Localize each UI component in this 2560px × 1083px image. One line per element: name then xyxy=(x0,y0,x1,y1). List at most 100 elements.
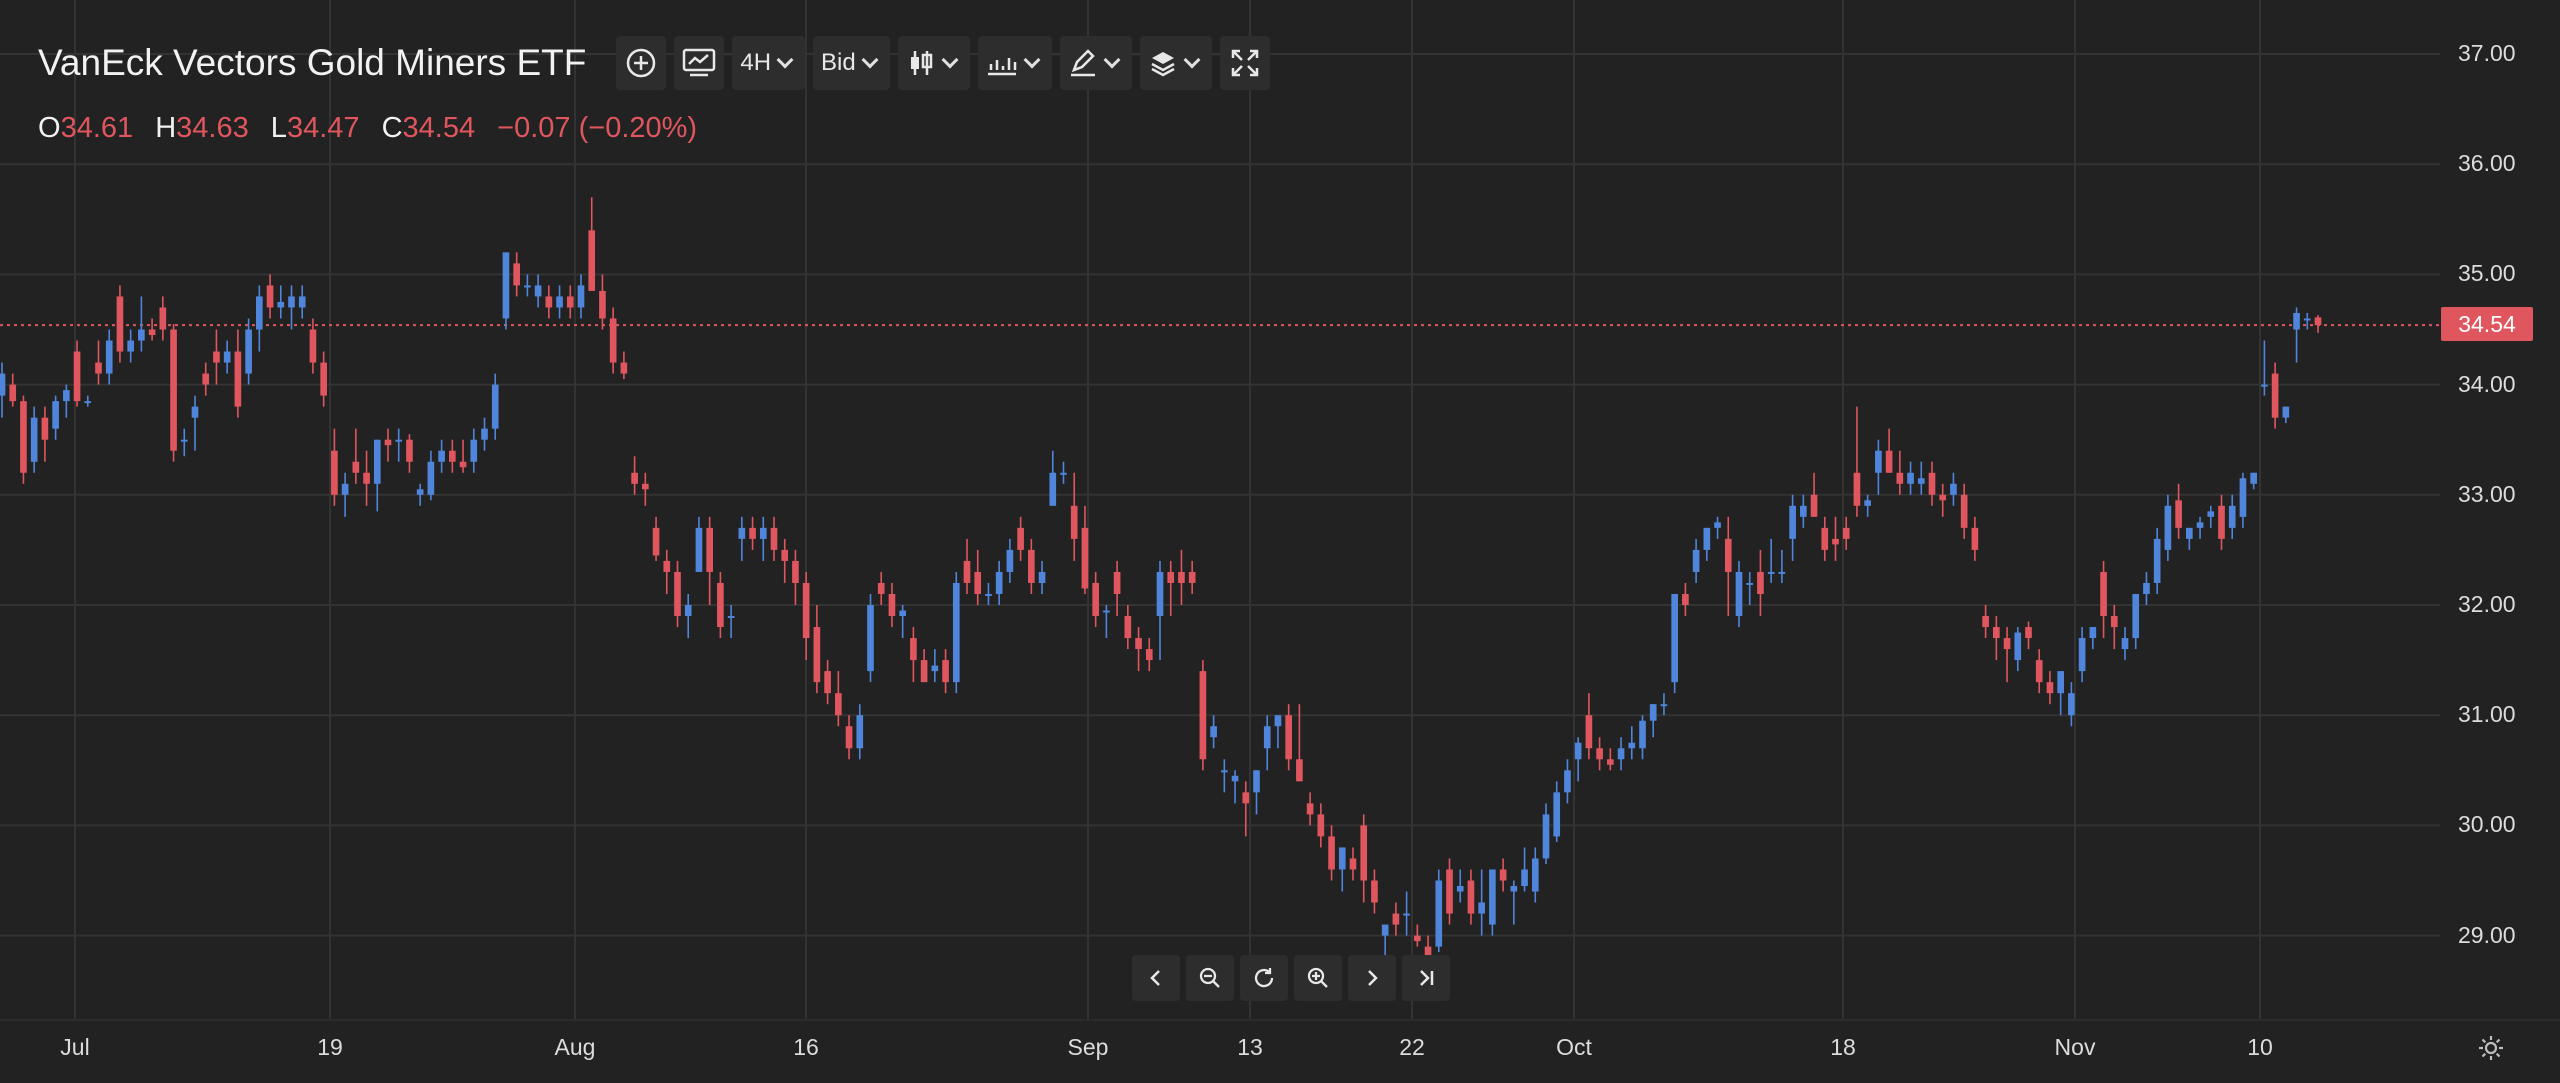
candle-body xyxy=(2003,638,2011,650)
candle-body xyxy=(1714,522,1721,528)
candle-body xyxy=(2261,384,2268,387)
candle-body xyxy=(148,329,156,336)
candle-body xyxy=(1467,880,1475,914)
layers-dropdown[interactable] xyxy=(1139,36,1212,90)
candle-type-dropdown[interactable] xyxy=(897,36,970,90)
zoom-in-button[interactable] xyxy=(1294,955,1342,1001)
candle-body xyxy=(1960,494,1968,528)
candle-body xyxy=(341,483,349,495)
candle-body xyxy=(1735,571,1743,617)
candle-body xyxy=(792,560,799,583)
candle-body xyxy=(1982,616,1989,628)
candle-body xyxy=(1156,571,1164,617)
drawing-tools-dropdown[interactable] xyxy=(1059,36,1132,90)
candle-body xyxy=(952,582,960,683)
candle-body xyxy=(845,726,853,749)
candle-body xyxy=(1971,527,1979,550)
scroll-right-icon xyxy=(1368,970,1378,986)
candle-body xyxy=(995,571,1003,594)
candle-body xyxy=(856,715,864,749)
candle-body xyxy=(674,571,681,617)
candle-body xyxy=(1414,935,1421,942)
candle-body xyxy=(1821,527,1829,550)
go-to-latest-button[interactable] xyxy=(1402,955,1450,1001)
chevron-down-icon xyxy=(1023,51,1041,69)
candle-body xyxy=(577,285,585,308)
candle-body xyxy=(1231,775,1239,782)
candle-body xyxy=(1521,869,1528,887)
reset-button[interactable] xyxy=(1240,955,1288,1001)
candle-body xyxy=(888,593,896,617)
chart-navigation xyxy=(1132,955,1456,1001)
indicators-button[interactable] xyxy=(674,36,725,90)
indicator-chart-icon xyxy=(683,48,716,77)
candle-body xyxy=(288,296,295,308)
candle-body xyxy=(2196,522,2204,528)
chevron-down-icon xyxy=(1183,51,1201,69)
candle-body xyxy=(2057,671,2064,694)
candle-body xyxy=(2025,627,2032,639)
candle-body xyxy=(2100,571,2107,617)
candle-body xyxy=(1671,593,1678,683)
high-value: 34.63 xyxy=(176,112,249,144)
interval-label: 4H xyxy=(740,49,772,76)
candle-body xyxy=(1178,571,1185,583)
candle-body xyxy=(1435,880,1443,947)
candle-body xyxy=(1242,792,1250,804)
x-tick-label: Aug xyxy=(554,1034,596,1060)
candle-body xyxy=(963,560,971,583)
candle-body xyxy=(1371,880,1378,903)
x-tick-label: 22 xyxy=(1399,1034,1425,1060)
candle-body xyxy=(395,439,403,442)
chevron-down-icon xyxy=(1103,51,1121,69)
scroll-right-button[interactable] xyxy=(1348,955,1396,1001)
candle-body xyxy=(138,329,145,341)
x-tick-label: Nov xyxy=(2054,1034,2096,1060)
candle-body xyxy=(1199,671,1207,760)
candle-body xyxy=(1349,858,1357,870)
ohlc-legend: O34.61 H34.63 L34.47 C34.54 −0.07 (−0.20… xyxy=(38,112,711,145)
candle-body xyxy=(30,417,38,462)
scroll-left-button[interactable] xyxy=(1132,955,1180,1001)
candle-body xyxy=(2014,632,2022,661)
zoom-out-button[interactable] xyxy=(1186,955,1234,1001)
candle-body xyxy=(1253,770,1260,793)
candle-body xyxy=(1885,450,1893,473)
plus-circle-icon xyxy=(627,48,656,78)
open-value: 34.61 xyxy=(60,112,134,144)
chevron-down-icon xyxy=(941,51,959,69)
candle-body xyxy=(1381,924,1389,936)
chart-style-dropdown[interactable] xyxy=(977,36,1052,90)
x-tick-label: 19 xyxy=(317,1034,343,1060)
candle-body xyxy=(1221,770,1228,773)
chart-settings-button[interactable] xyxy=(2476,1033,2506,1063)
candle-body xyxy=(2132,593,2140,639)
candle-body xyxy=(2035,660,2043,683)
add-symbol-button[interactable] xyxy=(616,36,667,90)
candle-body xyxy=(84,401,92,404)
candle-body xyxy=(1864,500,1871,506)
candle-body xyxy=(1950,483,1957,495)
candle-body xyxy=(920,660,928,683)
candle-body xyxy=(1832,538,1839,545)
candle-body xyxy=(899,610,906,617)
fullscreen-icon xyxy=(1231,49,1258,77)
low-value: 34.47 xyxy=(286,112,360,144)
candle-body xyxy=(1692,549,1700,572)
candle-body xyxy=(1028,549,1035,583)
x-tick-label: 18 xyxy=(1830,1034,1856,1060)
candle-body xyxy=(1724,538,1732,572)
candle-body xyxy=(105,340,113,374)
layers-icon xyxy=(1151,52,1175,77)
fullscreen-button[interactable] xyxy=(1219,36,1270,90)
price-type-dropdown[interactable]: Bid xyxy=(813,36,890,90)
candle-body xyxy=(1113,571,1121,594)
candle-body xyxy=(1574,742,1582,760)
candle-body xyxy=(513,263,520,286)
candle-body xyxy=(1124,616,1132,639)
candle-body xyxy=(545,296,553,308)
interval-dropdown[interactable]: 4H xyxy=(732,36,806,90)
close-value: 34.54 xyxy=(402,112,476,144)
candle-body xyxy=(1081,527,1089,589)
